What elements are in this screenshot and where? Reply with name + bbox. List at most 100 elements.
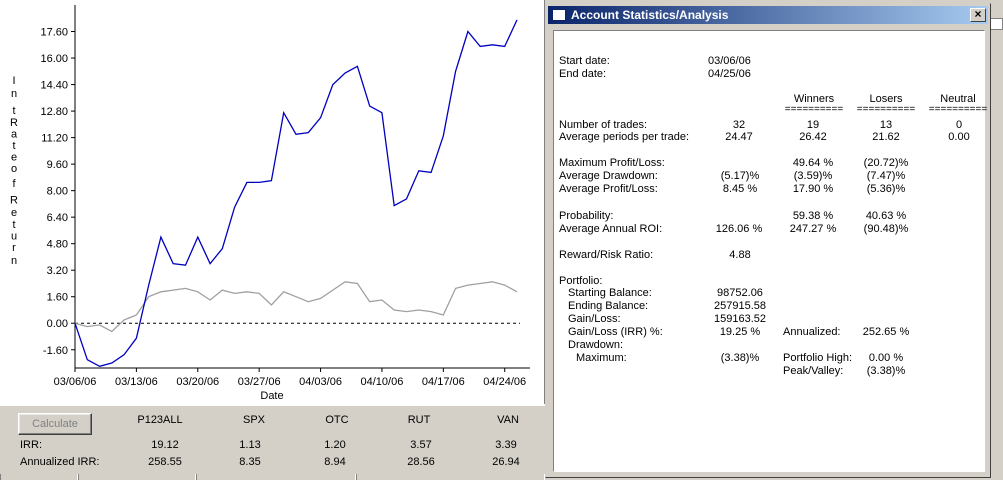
num-trades-all: 32 <box>732 119 746 131</box>
starting-balance-value: 98752.06 <box>717 287 763 299</box>
irr-chart-pane: 17.60 16.00 14.40 12.80 11.20 9.60 8.00 6.40 4.8… <box>0 0 545 404</box>
y-tick-label: 12.80 <box>40 106 68 118</box>
x-tick-label: 03/20/06 <box>176 376 219 388</box>
irr-value-spx: 1.13 <box>239 439 261 451</box>
annualized-value-van: 26.94 <box>492 456 520 468</box>
x-tick-label: 04/24/06 <box>483 376 526 388</box>
start-date-label: Start date: <box>559 55 610 67</box>
annualized-label: Annualized: <box>783 326 841 338</box>
neutral-underline: ========== <box>928 104 988 115</box>
window-icon <box>552 9 566 21</box>
start-date-value: 03/06/06 <box>708 55 751 67</box>
gain-loss-label: Gain/Loss: <box>568 313 621 325</box>
ending-balance-label: Ending Balance: <box>568 300 649 312</box>
y-tick-label: 1.60 <box>47 292 68 304</box>
avg-periods-neutral: 0.00 <box>948 131 970 143</box>
series-line <box>74 19 518 367</box>
neutral-header: Neutral <box>940 93 976 105</box>
avg-annual-roi-losers: (90.48)% <box>863 223 909 235</box>
y-tick-label: 16.00 <box>40 53 68 65</box>
annualized-value-p123all: 258.55 <box>148 456 182 468</box>
annualized-irr-row-label: Annualized IRR: <box>20 456 100 468</box>
irr-comparison-panel: Calculate P123ALL SPX OTC RUT VAN IRR: 1… <box>0 404 545 480</box>
avg-periods-label: Average periods per trade: <box>559 131 690 143</box>
losers-underline: ========== <box>856 104 916 115</box>
x-tick-label: 03/13/06 <box>115 376 158 388</box>
avg-annual-roi-winners: 247.27 % <box>789 223 837 235</box>
column-header-van: VAN <box>497 414 519 426</box>
column-header-p123all: P123ALL <box>137 414 183 426</box>
x-tick-label: 04/03/06 <box>299 376 342 388</box>
irr-value-otc: 1.20 <box>324 439 346 451</box>
y-tick-label: 0.00 <box>47 318 68 330</box>
losers-header: Losers <box>869 93 903 105</box>
column-header-spx: SPX <box>242 414 265 426</box>
y-axis-title-letter: n <box>11 88 17 100</box>
status-strip <box>0 474 545 480</box>
y-axis-title-letter: o <box>11 163 17 175</box>
y-tick-label: 4.80 <box>47 239 68 251</box>
reward-risk-label: Reward/Risk Ratio: <box>559 249 654 261</box>
irr-value-p123all: 19.12 <box>151 439 179 451</box>
close-icon[interactable]: × <box>970 8 986 22</box>
end-date-value: 04/25/06 <box>708 68 751 80</box>
avg-drawdown-winners: (3.59)% <box>793 170 833 182</box>
avg-annual-roi-all: 126.06 % <box>715 223 763 235</box>
avg-drawdown-all: (5.17)% <box>720 170 760 182</box>
y-axis-title-letter: R <box>10 117 18 129</box>
x-tick-label: 04/17/06 <box>422 376 465 388</box>
series-line <box>74 281 518 333</box>
avg-periods-losers: 21.62 <box>872 131 900 143</box>
irr-line-chart: 17.60 16.00 14.40 12.80 11.20 9.60 8.00 6.40 4.8… <box>10 5 530 402</box>
end-date-label: End date: <box>559 68 607 80</box>
num-trades-losers: 13 <box>879 119 893 131</box>
annualized-value: 252.65 % <box>862 326 910 338</box>
avg-profit-loss-winners: 17.90 % <box>792 183 834 195</box>
x-tick-label: 04/10/06 <box>361 376 404 388</box>
column-header-otc: OTC <box>325 414 349 426</box>
avg-periods-winners: 26.42 <box>799 131 827 143</box>
calculate-button[interactable]: Calculate <box>18 413 92 435</box>
avg-drawdown-label: Average Drawdown: <box>559 170 658 182</box>
max-profit-loss-label: Maximum Profit/Loss: <box>559 157 665 169</box>
maximum-drawdown-label: Maximum: <box>576 352 627 364</box>
x-tick-label: 03/06/06 <box>54 376 97 388</box>
y-axis-title-letter: t <box>12 105 15 117</box>
y-tick-label: 8.00 <box>47 186 68 198</box>
probability-losers: 40.63 % <box>865 210 907 222</box>
account-statistics-dialog: Account Statistics/Analysis × Start date… <box>545 3 991 478</box>
starting-balance-label: Starting Balance: <box>568 287 652 299</box>
dialog-title-bar[interactable]: Account Statistics/Analysis × <box>548 6 988 24</box>
num-trades-label: Number of trades: <box>559 119 648 131</box>
avg-profit-loss-losers: (5.36)% <box>866 183 906 195</box>
annualized-value-spx: 8.35 <box>239 456 261 468</box>
probability-winners: 59.38 % <box>792 210 834 222</box>
y-axis-title-letter: u <box>11 230 17 242</box>
winners-header: Winners <box>793 93 835 105</box>
y-axis-title-letter: R <box>10 194 18 206</box>
annualized-value-rut: 28.56 <box>407 456 435 468</box>
y-axis-title-letter: t <box>12 140 15 152</box>
y-tick-label: 9.60 <box>47 159 68 171</box>
dialog-title: Account Statistics/Analysis <box>571 8 729 22</box>
gain-loss-irr-label: Gain/Loss (IRR) %: <box>568 326 663 338</box>
avg-profit-loss-label: Average Profit/Loss: <box>559 183 658 195</box>
portfolio-label: Portfolio: <box>559 275 603 287</box>
num-trades-neutral: 0 <box>955 119 963 131</box>
drawdown-label: Drawdown: <box>568 339 624 351</box>
portfolio-high-value: 0.00 % <box>868 352 904 364</box>
max-profit-loss-winners: 49.64 % <box>792 157 834 169</box>
avg-annual-roi-label: Average Annual ROI: <box>559 223 663 235</box>
max-profit-loss-losers: (20.72)% <box>863 157 909 169</box>
y-axis-title-letter: n <box>11 255 17 267</box>
num-trades-winners: 19 <box>806 119 820 131</box>
y-axis-title-letter: t <box>12 219 15 231</box>
y-axis-title-letter: a <box>11 128 18 140</box>
y-tick-label: 6.40 <box>47 212 68 224</box>
column-header-rut: RUT <box>407 414 431 426</box>
y-tick-label: 17.60 <box>40 27 68 39</box>
avg-profit-loss-all: 8.45 % <box>722 183 758 195</box>
y-axis-title-letter: I <box>12 75 15 87</box>
y-axis-title-letter: e <box>11 152 17 164</box>
annualized-value-otc: 8.94 <box>324 456 346 468</box>
